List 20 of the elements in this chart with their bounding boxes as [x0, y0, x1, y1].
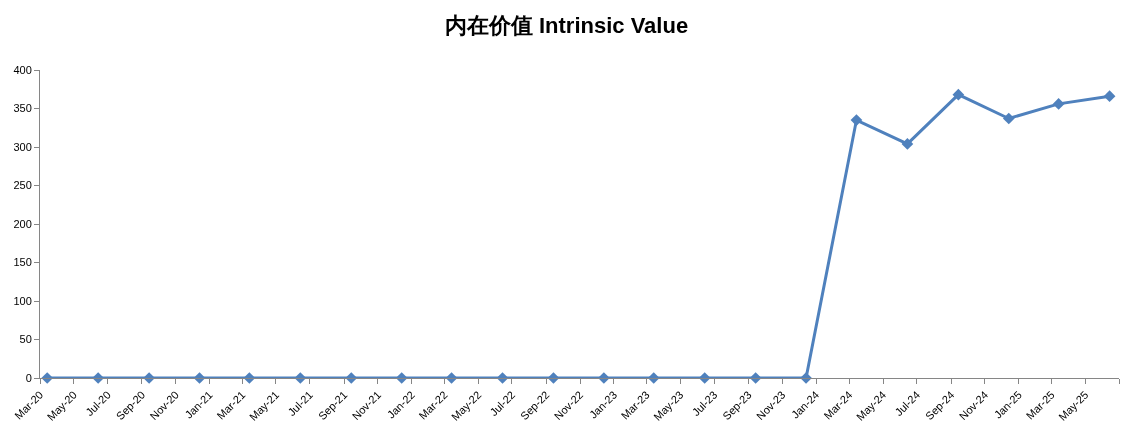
point — [1002, 112, 1015, 125]
y-tick-label: 50 — [19, 333, 32, 346]
y-tick-label: 150 — [13, 256, 32, 269]
point — [547, 372, 560, 384]
point — [901, 138, 914, 150]
y-tick-label: 200 — [13, 217, 32, 230]
point — [850, 114, 863, 126]
chart-title: 内在价值 Intrinsic Value — [444, 12, 689, 38]
point — [1103, 90, 1116, 103]
y-tick-label: 0 — [25, 371, 32, 384]
y-tick-label: 250 — [13, 179, 32, 192]
y-tick-label: 350 — [13, 102, 32, 115]
y-tick-label: 300 — [13, 140, 32, 153]
point — [1052, 98, 1065, 110]
point — [193, 372, 206, 384]
y-tick-label: 400 — [13, 63, 32, 76]
y-tick-label: 100 — [13, 294, 32, 307]
point — [952, 88, 965, 101]
point — [496, 372, 509, 384]
point — [445, 372, 458, 384]
